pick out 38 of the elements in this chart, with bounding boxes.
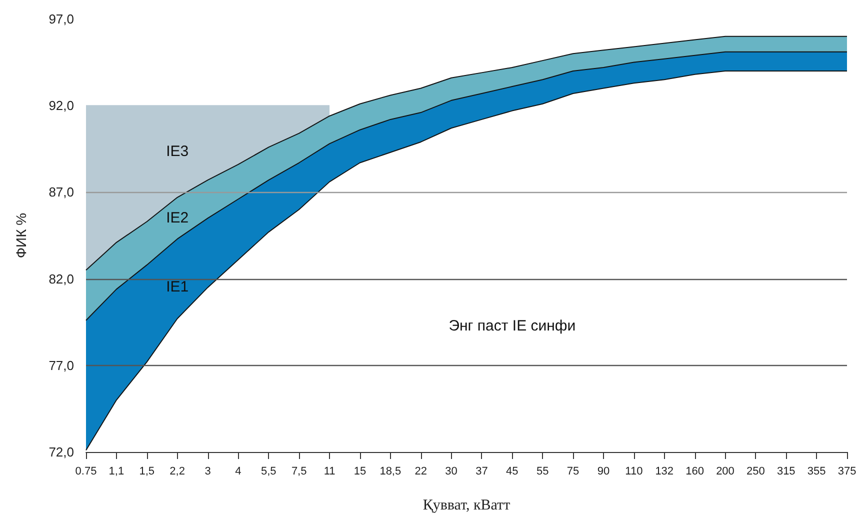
x-tick-label: 132 [655, 466, 674, 478]
y-tick-label: 97,0 [48, 12, 74, 26]
y-tick-label: 92,0 [48, 98, 74, 114]
x-tick-label: 18,5 [380, 466, 402, 478]
series-label: IE3 [166, 143, 189, 160]
x-tick-label: 22 [414, 466, 427, 478]
x-tick-label: 1,5 [139, 466, 155, 478]
x-tick-label: 45 [506, 466, 518, 478]
x-tick-label: 250 [746, 466, 765, 478]
x-tick-label: 90 [597, 466, 610, 478]
x-tick-label: 30 [445, 466, 458, 478]
y-tick-label: 82,0 [48, 271, 74, 286]
y-tick-label: 77,0 [48, 358, 74, 373]
x-tick-label: 3 [204, 466, 211, 478]
x-tick-label: 110 [625, 466, 643, 478]
x-tick-label: 375 [838, 466, 856, 478]
x-tick-label: 37 [476, 466, 488, 478]
x-tick-label: 4 [235, 466, 242, 478]
series-label: IE2 [166, 210, 189, 227]
series-label: Энг паст IE синфи [448, 317, 576, 334]
series-label: IE1 [166, 278, 189, 296]
x-tick-label: 2,2 [170, 466, 185, 478]
x-tick-label: 11 [324, 466, 336, 478]
x-tick-label: 15 [354, 466, 366, 478]
x-tick-label: 55 [536, 466, 549, 478]
y-axis-title: ФИК % [13, 212, 29, 258]
x-tick-label: 0.75 [75, 466, 97, 478]
x-tick-label: 7,5 [291, 466, 307, 478]
x-tick-label: 355 [807, 466, 826, 478]
x-tick-label: 1,1 [108, 466, 124, 478]
x-axis-title: Қувват, кВатт [422, 498, 511, 514]
x-tick-label: 75 [566, 466, 580, 478]
x-tick-label: 160 [686, 466, 704, 478]
x-tick-label: 5,5 [260, 466, 276, 478]
x-tick-label: 315 [776, 466, 796, 478]
y-tick-label: 87,0 [48, 184, 74, 200]
x-tick-label: 200 [716, 466, 734, 478]
y-tick-label: 72,0 [48, 444, 74, 460]
